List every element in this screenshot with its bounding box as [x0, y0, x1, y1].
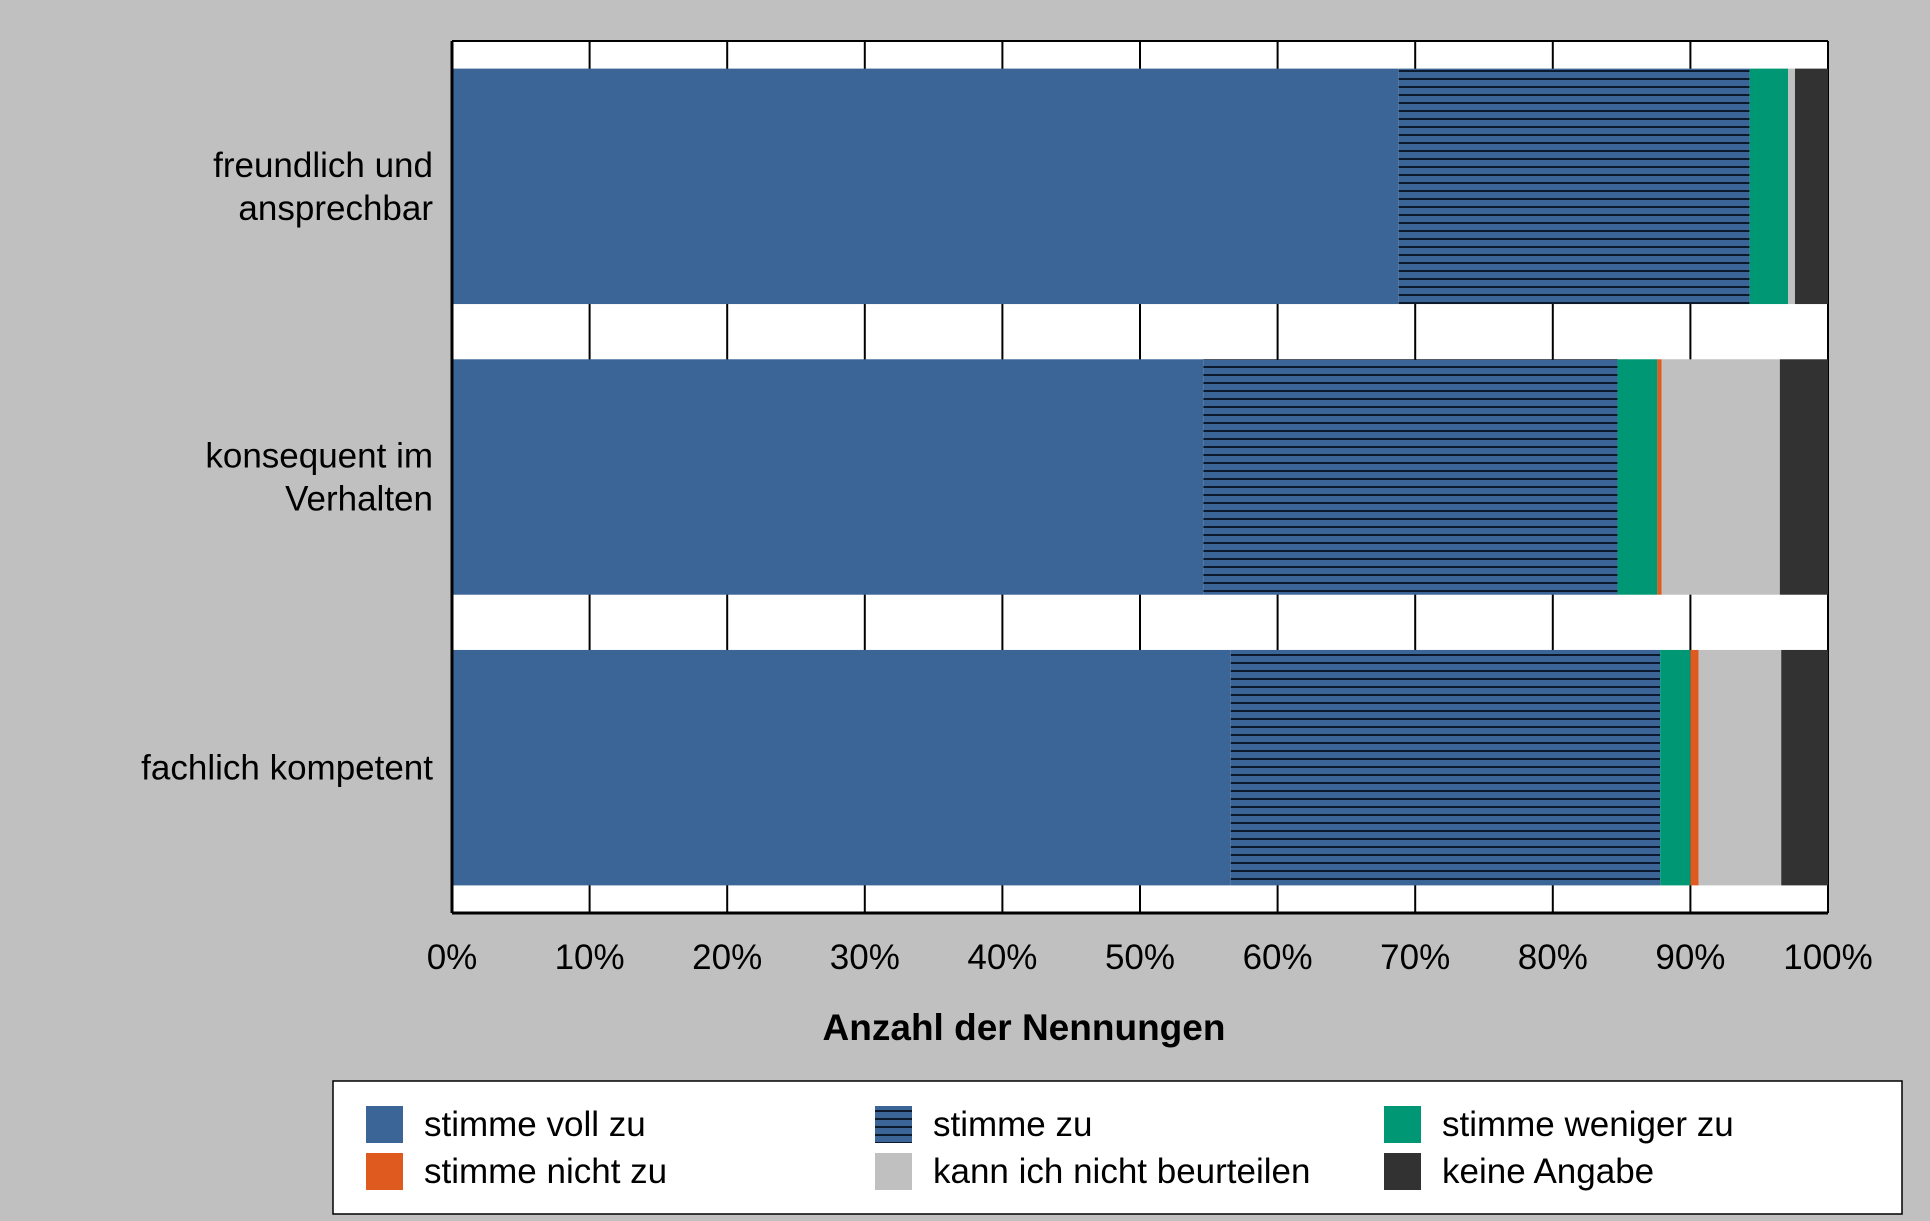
x-tick-label: 20%	[692, 938, 762, 977]
category-label: fachlich kompetent	[141, 749, 433, 788]
x-tick-label: 40%	[967, 938, 1037, 977]
bar-segment-stimme-voll-zu	[452, 68, 1399, 305]
bar-segment-stimme-voll-zu	[452, 649, 1231, 886]
legend-label: kann ich nicht beurteilen	[933, 1152, 1310, 1191]
legend-swatch	[875, 1106, 912, 1143]
bars	[452, 68, 1828, 886]
legend-label: stimme weniger zu	[1442, 1105, 1734, 1144]
x-tick-label: 30%	[830, 938, 900, 977]
bar-segment-stimme-zu	[1230, 649, 1661, 886]
legend-swatch	[875, 1153, 912, 1190]
bar-segment-stimme-nicht-zu	[1657, 359, 1662, 595]
x-tick-label: 70%	[1380, 938, 1450, 977]
bar-segment-stimme-weniger-zu	[1749, 68, 1789, 305]
legend: stimme voll zu stimme zu stimme weniger zu…	[366, 1105, 1734, 1191]
legend-label: keine Angabe	[1442, 1152, 1654, 1191]
x-tick-labels: 0% 10% 20% 30% 40% 50% 60% 70% 80% 90% 100%	[427, 938, 1873, 977]
bar-segment-kann-ich-nicht-beurteilen	[1788, 68, 1795, 305]
category-labels: freundlich und ansprechbar konsequent im Ve…	[141, 146, 433, 788]
bar-segment-stimme-weniger-zu	[1617, 359, 1658, 595]
category-label: freundlich und ansprechbar	[213, 146, 433, 228]
category-label: konsequent im Verhalten	[205, 437, 433, 519]
legend-label: stimme voll zu	[424, 1105, 646, 1144]
bar-segment-keine-Angabe	[1781, 649, 1828, 886]
x-tick-label: 100%	[1783, 938, 1873, 977]
bar-segment-stimme-weniger-zu	[1660, 649, 1691, 886]
legend-label: stimme zu	[933, 1105, 1092, 1144]
legend-swatch	[1384, 1106, 1421, 1143]
bar-segment-keine-Angabe	[1779, 359, 1828, 595]
bar-segment-stimme-nicht-zu	[1690, 649, 1699, 886]
legend-box	[332, 1080, 1903, 1215]
x-tick-label: 0%	[427, 938, 478, 977]
legend-swatch	[366, 1106, 403, 1143]
x-tick-label: 50%	[1105, 938, 1175, 977]
x-axis-title: Anzahl der Nennungen	[823, 1007, 1226, 1048]
bar-segment-stimme-zu	[1398, 68, 1750, 305]
legend-label: stimme nicht zu	[424, 1152, 667, 1191]
bar-segment-keine-Angabe	[1794, 68, 1828, 305]
x-tick-label: 10%	[555, 938, 625, 977]
x-tick-label: 90%	[1655, 938, 1725, 977]
axes	[450, 41, 1828, 915]
bar-segment-stimme-zu	[1203, 359, 1618, 595]
bar-segment-kann-ich-nicht-beurteilen	[1698, 649, 1782, 886]
x-tick-label: 80%	[1518, 938, 1588, 977]
legend-swatch	[1384, 1153, 1421, 1190]
bar-segment-stimme-voll-zu	[452, 359, 1204, 595]
legend-swatch	[366, 1153, 403, 1190]
x-tick-label: 60%	[1243, 938, 1313, 977]
bar-segment-kann-ich-nicht-beurteilen	[1661, 359, 1780, 595]
